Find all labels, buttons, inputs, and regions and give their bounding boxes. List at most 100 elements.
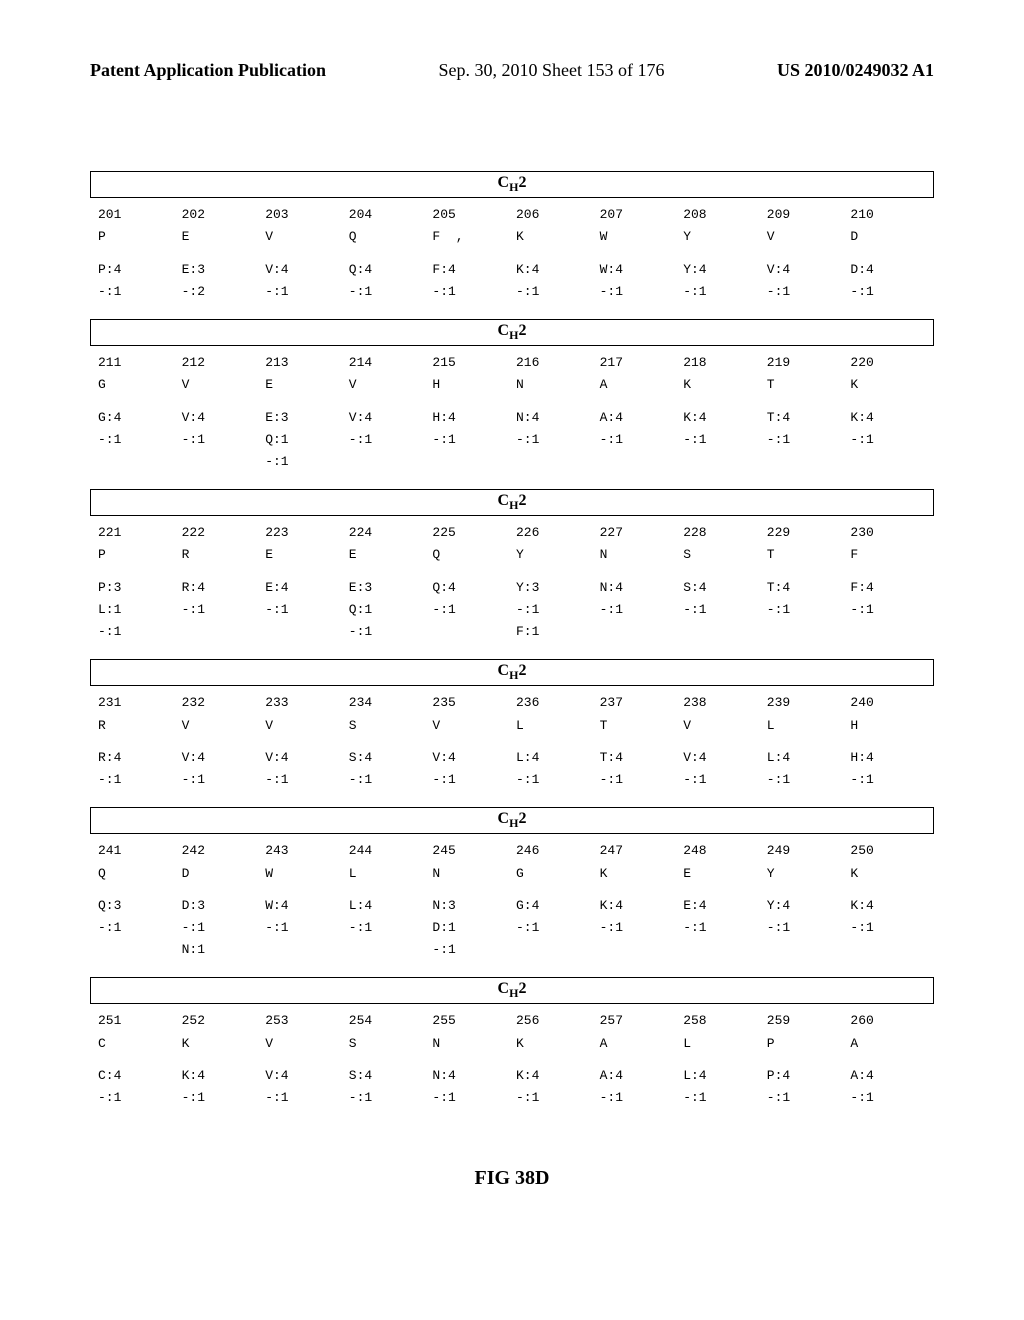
residue-cell: K bbox=[850, 376, 934, 394]
residue-row: PREEQYNSTF bbox=[90, 546, 934, 564]
count-cell: R:4 bbox=[98, 749, 182, 767]
count-cell: T:4 bbox=[767, 579, 851, 597]
count-cell: -:1 bbox=[265, 771, 349, 789]
count-cell bbox=[767, 623, 851, 641]
position-cell: 222 bbox=[182, 524, 266, 542]
residue-row: RVVSVLTVLH bbox=[90, 717, 934, 735]
count-cell: V:4 bbox=[432, 749, 516, 767]
count-cell: -:1 bbox=[432, 283, 516, 301]
count-cell: D:3 bbox=[182, 897, 266, 915]
count-cell bbox=[767, 941, 851, 959]
count-cell: -:1 bbox=[182, 919, 266, 937]
position-cell: 232 bbox=[182, 694, 266, 712]
count-row: Q:3D:3W:4L:4N:3G:4K:4E:4Y:4K:4 bbox=[90, 897, 934, 915]
count-cell: K:4 bbox=[850, 409, 934, 427]
position-cell: 226 bbox=[516, 524, 600, 542]
count-row: P:3R:4E:4E:3Q:4Y:3N:4S:4T:4F:4 bbox=[90, 579, 934, 597]
position-cell: 220 bbox=[850, 354, 934, 372]
figure-label: FIG 38D bbox=[90, 1167, 934, 1190]
residue-cell: W bbox=[600, 228, 684, 246]
position-cell: 215 bbox=[432, 354, 516, 372]
position-cell: 224 bbox=[349, 524, 433, 542]
residue-cell: V bbox=[767, 228, 851, 246]
position-cell: 208 bbox=[683, 206, 767, 224]
count-cell: Q:1 bbox=[265, 431, 349, 449]
count-cell bbox=[182, 623, 266, 641]
count-cell: Q:4 bbox=[349, 261, 433, 279]
residue-cell: Y bbox=[683, 228, 767, 246]
residue-cell: N bbox=[432, 1035, 516, 1053]
count-cell: L:1 bbox=[98, 601, 182, 619]
residue-cell: Y bbox=[767, 865, 851, 883]
residue-cell: Q bbox=[349, 228, 433, 246]
count-cell: -:1 bbox=[767, 919, 851, 937]
position-cell: 227 bbox=[600, 524, 684, 542]
residue-cell: Y bbox=[516, 546, 600, 564]
position-cell: 203 bbox=[265, 206, 349, 224]
count-cell: N:4 bbox=[516, 409, 600, 427]
residue-cell: E bbox=[182, 228, 266, 246]
residue-cell: H bbox=[850, 717, 934, 735]
position-cell: 236 bbox=[516, 694, 600, 712]
position-cell: 252 bbox=[182, 1012, 266, 1030]
count-cell: A:4 bbox=[600, 409, 684, 427]
count-cell: K:4 bbox=[683, 409, 767, 427]
count-cell: N:3 bbox=[432, 897, 516, 915]
position-cell: 235 bbox=[432, 694, 516, 712]
residue-row: QDWLNGKEYK bbox=[90, 865, 934, 883]
count-cell: -:1 bbox=[850, 431, 934, 449]
position-cell: 260 bbox=[850, 1012, 934, 1030]
count-cell: -:1 bbox=[349, 771, 433, 789]
count-cell bbox=[349, 941, 433, 959]
position-cell: 241 bbox=[98, 842, 182, 860]
residue-cell: P bbox=[98, 228, 182, 246]
residue-cell: V bbox=[265, 228, 349, 246]
count-cell: V:4 bbox=[182, 409, 266, 427]
count-cell: -:1 bbox=[850, 919, 934, 937]
count-cell: H:4 bbox=[432, 409, 516, 427]
count-cell: H:4 bbox=[850, 749, 934, 767]
count-cell: -:1 bbox=[850, 771, 934, 789]
header-right: US 2010/0249032 A1 bbox=[777, 60, 934, 81]
position-cell: 239 bbox=[767, 694, 851, 712]
position-cell: 206 bbox=[516, 206, 600, 224]
position-row: 221222223224225226227228229230 bbox=[90, 524, 934, 542]
count-cell: Y:4 bbox=[767, 897, 851, 915]
domain-label: CH2 bbox=[90, 319, 934, 346]
residue-cell: E bbox=[265, 546, 349, 564]
position-cell: 243 bbox=[265, 842, 349, 860]
count-row: -:1-:1Q:1-:1-:1-:1-:1-:1-:1-:1 bbox=[90, 431, 934, 449]
position-cell: 225 bbox=[432, 524, 516, 542]
residue-cell: A bbox=[850, 1035, 934, 1053]
position-cell: 242 bbox=[182, 842, 266, 860]
residue-cell: L bbox=[683, 1035, 767, 1053]
position-cell: 205 bbox=[432, 206, 516, 224]
residue-cell: T bbox=[767, 376, 851, 394]
count-cell: -:1 bbox=[683, 283, 767, 301]
count-cell: R:4 bbox=[182, 579, 266, 597]
residue-row: CKVSNKALPA bbox=[90, 1035, 934, 1053]
residue-cell: P bbox=[98, 546, 182, 564]
position-cell: 219 bbox=[767, 354, 851, 372]
sequence-block: CH2241242243244245246247248249250QDWLNGK… bbox=[90, 807, 934, 959]
count-cell bbox=[98, 941, 182, 959]
count-row: R:4V:4V:4S:4V:4L:4T:4V:4L:4H:4 bbox=[90, 749, 934, 767]
count-cell: S:4 bbox=[349, 749, 433, 767]
position-cell: 217 bbox=[600, 354, 684, 372]
count-cell: -:1 bbox=[265, 919, 349, 937]
count-cell: -:1 bbox=[767, 283, 851, 301]
residue-cell: S bbox=[349, 717, 433, 735]
position-cell: 201 bbox=[98, 206, 182, 224]
sequence-block: CH2251252253254255256257258259260CKVSNKA… bbox=[90, 977, 934, 1107]
count-cell bbox=[850, 941, 934, 959]
position-cell: 247 bbox=[600, 842, 684, 860]
count-cell: K:4 bbox=[182, 1067, 266, 1085]
count-cell: K:4 bbox=[516, 261, 600, 279]
count-row: N:1-:1 bbox=[90, 941, 934, 959]
count-cell: L:4 bbox=[767, 749, 851, 767]
residue-cell: S bbox=[349, 1035, 433, 1053]
count-cell: -:1 bbox=[683, 431, 767, 449]
count-cell: E:4 bbox=[265, 579, 349, 597]
count-cell bbox=[767, 453, 851, 471]
position-cell: 254 bbox=[349, 1012, 433, 1030]
